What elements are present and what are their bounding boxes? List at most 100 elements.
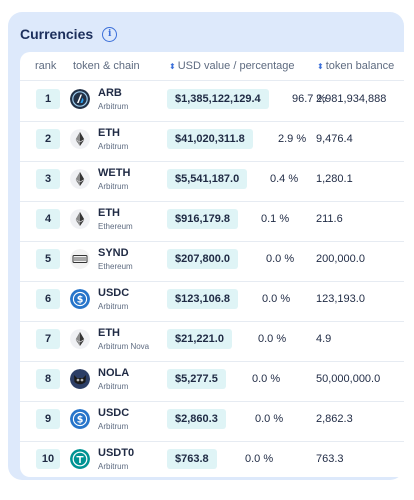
column-header-usd-label: USD value / percentage <box>177 60 295 72</box>
table-row[interactable]: 5 SYND Ethereum $207,800.0 0.0 % 200,000.0 <box>20 241 404 282</box>
rank-badge: 6 <box>36 289 60 309</box>
usd-value: $763.8 <box>167 449 217 469</box>
table-row[interactable]: 2 ETH Arbitrum $41,020,311.8 2.9 % 9,476.4 <box>20 121 404 162</box>
usd-value: $123,106.8 <box>167 289 239 309</box>
token-cell: USDC Arbitrum <box>98 407 129 432</box>
percentage: 0.0 % <box>252 373 281 385</box>
rank-badge: 1 <box>36 89 60 109</box>
usd-value: $2,860.3 <box>167 409 226 429</box>
rank-badge: 2 <box>36 129 60 149</box>
token-symbol: ETH <box>98 127 120 139</box>
usdt0-icon <box>70 449 90 469</box>
rank-badge: 3 <box>36 169 60 189</box>
token-balance: 1,280.1 <box>316 173 353 185</box>
token-cell: ARB Arbitrum <box>98 87 128 112</box>
token-cell: NOLA Arbitrum <box>98 367 129 392</box>
synd-icon <box>70 249 90 269</box>
token-chain: Arbitrum <box>98 182 129 191</box>
table-row[interactable]: 1 ARB Arbitrum $1,385,122,129.4 96.7 % 2,981,… <box>20 81 404 122</box>
token-balance: 200,000.0 <box>316 253 365 265</box>
rank-badge: 8 <box>36 369 60 389</box>
column-header-rank[interactable]: rank <box>35 60 57 72</box>
token-cell: ETH Arbitrum <box>98 127 128 152</box>
percentage: 0.0 % <box>255 413 284 425</box>
sort-icon: ⬍ <box>317 62 324 71</box>
rank-badge: 9 <box>36 409 60 429</box>
token-chain: Arbitrum Nova <box>98 342 150 351</box>
currencies-panel: Currencies i rank token & chain ⬍ USD val… <box>8 12 404 480</box>
token-cell: WETH Arbitrum <box>98 167 130 192</box>
arbitrum-icon <box>70 89 90 109</box>
percentage: 0.4 % <box>270 173 299 185</box>
sort-icon: ⬍ <box>169 62 176 71</box>
table-row[interactable]: 3 WETH Arbitrum $5,541,187.0 0.4 % 1,280.1 <box>20 161 404 202</box>
percentage: 0.1 % <box>261 213 290 225</box>
token-symbol: USDC <box>98 407 130 419</box>
usd-value: $5,541,187.0 <box>167 169 248 189</box>
token-balance: 50,000,000.0 <box>316 373 381 385</box>
rank-badge: 10 <box>36 449 60 469</box>
column-header-balance-label: token balance <box>325 60 395 72</box>
table-row[interactable]: 4 ETH Ethereum $916,179.8 0.1 % 211.6 <box>20 201 404 242</box>
token-symbol: ARB <box>98 87 122 99</box>
usd-value: $21,221.0 <box>167 329 232 349</box>
percentage: 0.0 % <box>266 253 295 265</box>
table-row[interactable]: 10 USDT0 Arbitrum $763.8 0.0 % 763.3 <box>20 441 404 477</box>
token-balance: 2,981,934,888 <box>316 93 387 105</box>
ethereum-icon <box>70 209 90 229</box>
token-chain: Arbitrum <box>98 422 129 431</box>
currencies-table: rank token & chain ⬍ USD value / percenta… <box>20 52 404 477</box>
token-chain: Ethereum <box>98 222 133 231</box>
percentage: 0.0 % <box>262 293 291 305</box>
percentage: 0.0 % <box>258 333 287 345</box>
usd-value: $5,277.5 <box>167 369 226 389</box>
token-symbol: SYND <box>98 247 129 259</box>
token-cell: USDT0 Arbitrum <box>98 447 134 472</box>
token-symbol: ETH <box>98 207 120 219</box>
info-icon[interactable]: i <box>102 26 118 42</box>
token-balance: 123,193.0 <box>316 293 365 305</box>
token-cell: ETH Arbitrum Nova <box>98 327 149 352</box>
token-chain: Arbitrum <box>98 142 129 151</box>
token-cell: ETH Ethereum <box>98 207 133 232</box>
percentage: 2.9 % <box>278 133 307 145</box>
column-header-usd[interactable]: ⬍ USD value / percentage <box>169 52 295 80</box>
usd-value: $41,020,311.8 <box>167 129 253 149</box>
rank-badge: 4 <box>36 209 60 229</box>
token-chain: Arbitrum <box>98 462 129 471</box>
token-symbol: NOLA <box>98 367 130 379</box>
table-header: rank token & chain ⬍ USD value / percenta… <box>20 52 404 81</box>
token-balance: 763.3 <box>316 453 344 465</box>
rank-badge: 7 <box>36 329 60 349</box>
column-header-balance[interactable]: ⬍ token balance <box>317 52 394 80</box>
percentage: 96.7 % <box>292 93 327 105</box>
token-balance: 211.6 <box>316 213 343 225</box>
svg-text:$: $ <box>77 414 84 425</box>
token-chain: Arbitrum <box>98 382 129 391</box>
token-balance: 9,476.4 <box>316 133 353 145</box>
token-balance: 4.9 <box>316 333 332 345</box>
token-cell: SYND Ethereum <box>98 247 133 272</box>
usdc-icon: $ <box>70 409 90 429</box>
token-symbol: ETH <box>98 327 120 339</box>
token-chain: Arbitrum <box>98 302 129 311</box>
usd-value: $916,179.8 <box>167 209 239 229</box>
table-row[interactable]: 6 $ USDC Arbitrum $123,106.8 0.0 % 123,193.0 <box>20 281 404 322</box>
usdc-icon: $ <box>70 289 90 309</box>
nola-icon <box>70 369 90 389</box>
token-chain: Arbitrum <box>98 102 129 111</box>
token-balance: 2,862.3 <box>316 413 353 425</box>
column-header-token[interactable]: token & chain <box>73 60 140 72</box>
token-symbol: USDC <box>98 287 130 299</box>
ethereum-icon <box>70 169 90 189</box>
percentage: 0.0 % <box>245 453 274 465</box>
panel-header: Currencies i <box>20 22 118 46</box>
table-row[interactable]: 9 $ USDC Arbitrum $2,860.3 0.0 % 2,862.3 <box>20 401 404 442</box>
ethereum-icon <box>70 129 90 149</box>
rank-badge: 5 <box>36 249 60 269</box>
ethereum-icon <box>70 329 90 349</box>
table-row[interactable]: 8 NOLA Arbitrum $5,277.5 0.0 % 50,000,000.0 <box>20 361 404 402</box>
svg-text:$: $ <box>77 294 84 305</box>
table-row[interactable]: 7 ETH Arbitrum Nova $21,221.0 0.0 % 4.9 <box>20 321 404 362</box>
token-cell: USDC Arbitrum <box>98 287 129 312</box>
